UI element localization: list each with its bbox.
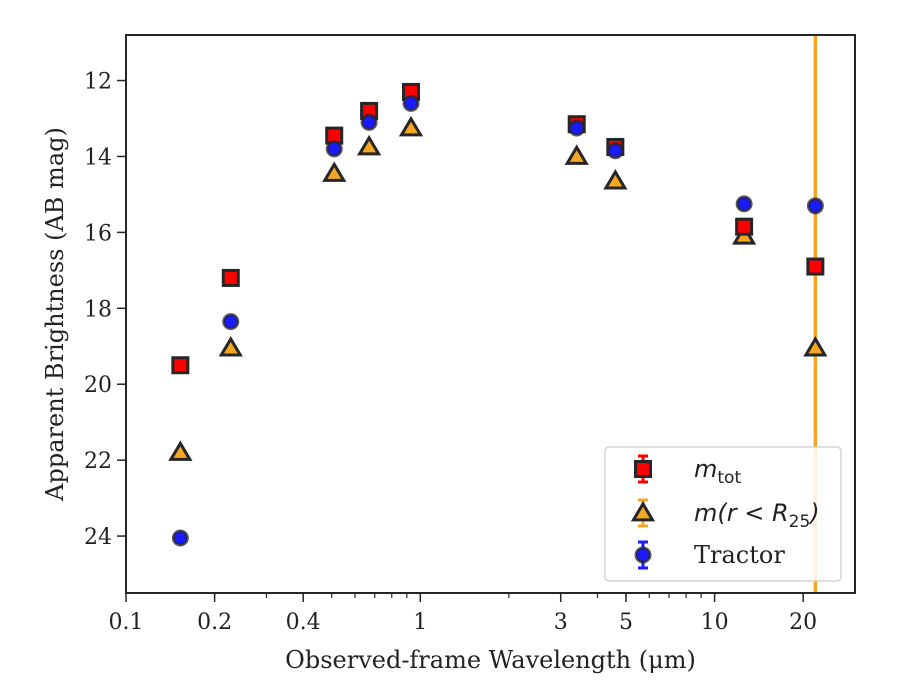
data-point-triangle: [398, 115, 424, 137]
x-tick-label: 20: [789, 610, 817, 635]
x-tick-label: 10: [701, 610, 729, 635]
y-tick-label: 12: [84, 70, 112, 95]
data-point-circle: [171, 529, 189, 547]
y-tick-label: 20: [84, 373, 112, 398]
data-point-triangle: [603, 169, 628, 190]
legend-marker-circle: [634, 546, 652, 564]
legend-label-main: Tractor: [694, 541, 785, 569]
data-point-square: [806, 257, 825, 276]
data-point-circle: [325, 140, 343, 158]
legend-marker-square: [634, 460, 652, 478]
data-point-square: [735, 217, 754, 236]
data-point-circle: [402, 94, 420, 112]
data-point-triangle: [322, 161, 347, 182]
legend-label-tail: ): [808, 499, 819, 527]
data-point-triangle: [218, 336, 243, 357]
legend-label: Tractor: [694, 541, 785, 569]
legend-box: [604, 446, 842, 582]
legend-label-subscript: tot: [717, 468, 741, 488]
y-tick-label: 18: [84, 297, 112, 322]
legend: mtot m(r < R25) Tractor: [604, 446, 842, 582]
data-point-triangle: [564, 144, 589, 165]
y-tick-label: 14: [84, 145, 112, 170]
x-tick-label: 1: [413, 610, 427, 635]
data-point-circle: [606, 142, 624, 160]
data-point-circle: [735, 195, 753, 213]
data-point-circle: [568, 119, 586, 137]
data-point-triangle: [168, 440, 193, 461]
data-point-circle: [360, 113, 378, 131]
legend-label-main: m: [694, 455, 717, 483]
legend-label: m(r < R25): [694, 499, 820, 532]
data-point-triangle: [803, 336, 828, 357]
data-point-circle: [222, 313, 240, 331]
data-point-circle: [806, 197, 824, 215]
plot-frame: [125, 34, 856, 594]
x-tick-label: 5: [619, 610, 633, 635]
ticks-layer: 0.1 0.2 0.4 1 3 5 10 20 12 14 16 18 20 22 24: [84, 70, 817, 635]
data-point-square: [171, 356, 190, 375]
y-axis-label: Apparent Brightness (AB mag): [41, 127, 69, 502]
x-tick-label: 3: [554, 610, 568, 635]
legend-label-subscript: 25: [789, 512, 811, 532]
legend-marker-triangle: [630, 500, 656, 522]
data-point-square: [221, 268, 240, 287]
x-tick-label: 0.4: [286, 610, 321, 635]
data-point-triangle: [356, 134, 382, 156]
x-tick-label: 0.2: [197, 610, 232, 635]
y-tick-label: 24: [84, 525, 112, 550]
y-tick-label: 22: [84, 449, 112, 474]
x-axis-label: Observed-frame Wavelength (μm): [285, 646, 696, 674]
y-tick-label: 16: [84, 221, 112, 246]
legend-label: mtot: [694, 455, 741, 488]
legend-label-main: m(r < R: [694, 499, 789, 527]
x-tick-label: 0.1: [109, 610, 144, 635]
data-marks-layer: [168, 82, 828, 547]
